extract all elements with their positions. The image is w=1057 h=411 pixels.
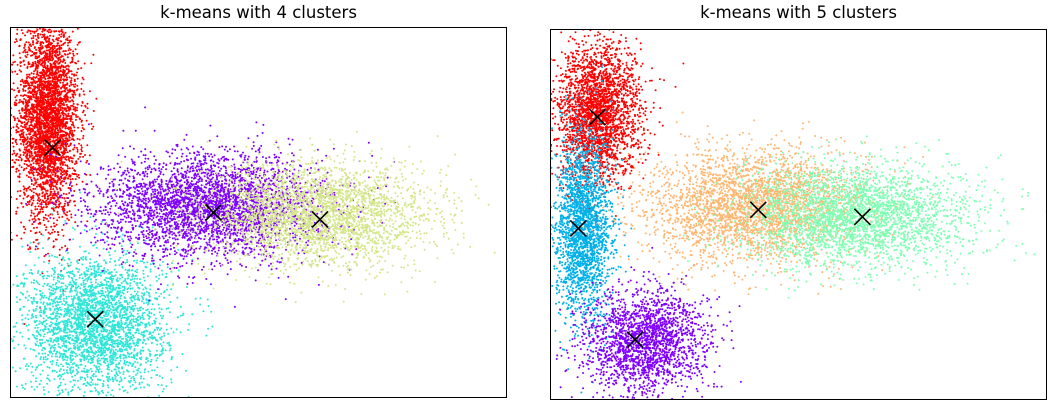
axes-frame xyxy=(10,27,507,398)
chart-panel-left: k-means with 4 clusters xyxy=(10,0,507,411)
series-0-points xyxy=(550,29,685,223)
centroid-marker-0 xyxy=(588,108,606,126)
chart-panel-right: k-means with 5 clusters xyxy=(550,0,1047,411)
centroid-marker-3 xyxy=(311,210,329,229)
series-2-points xyxy=(555,246,742,400)
centroid-marker-0 xyxy=(44,139,62,157)
series-1-points xyxy=(10,191,214,398)
scatter-plot-4-clusters xyxy=(10,27,507,398)
centroid-marker-2 xyxy=(204,203,223,222)
centroid-marker-1 xyxy=(569,219,587,237)
series-1-points xyxy=(550,63,633,394)
centroid-marker-3 xyxy=(749,201,767,219)
series-3-points xyxy=(582,111,934,296)
scatter-plot-5-clusters xyxy=(550,29,1047,400)
centroid-marker-1 xyxy=(86,310,104,328)
chart-title: k-means with 5 clusters xyxy=(550,3,1047,22)
series-3-points xyxy=(105,130,496,304)
series-0-points xyxy=(10,27,98,325)
centroid-marker-4 xyxy=(853,208,871,226)
axes-frame xyxy=(550,29,1047,400)
centroid-marker-2 xyxy=(626,331,644,349)
series-4-points xyxy=(682,135,1047,299)
chart-title: k-means with 4 clusters xyxy=(10,3,507,22)
